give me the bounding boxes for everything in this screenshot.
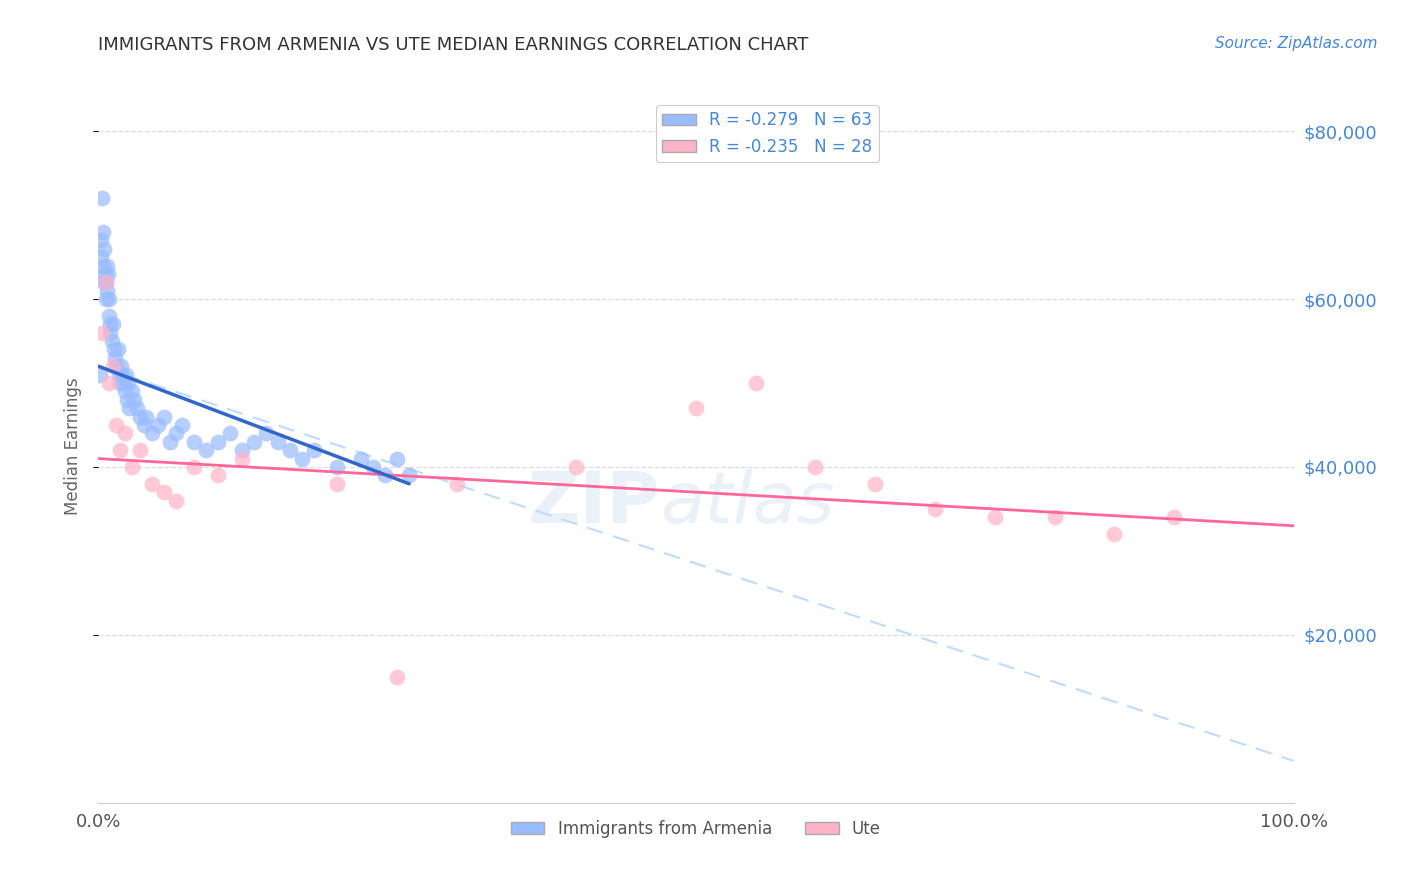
Point (96, 275, 118, 289)
Point (326, 460, 349, 475)
Point (153, 409, 176, 424)
Point (114, 426, 136, 441)
Point (446, 476, 468, 491)
Point (105, 417, 128, 432)
Point (121, 384, 143, 399)
Point (108, 376, 131, 390)
Point (984, 510, 1007, 524)
Point (243, 434, 266, 449)
Point (231, 443, 253, 458)
Point (565, 460, 588, 475)
Point (90, 233, 112, 247)
Point (159, 434, 181, 449)
Point (100, 334, 122, 348)
Point (924, 502, 946, 516)
Point (115, 392, 138, 407)
Text: IMMIGRANTS FROM ARMENIA VS UTE MEDIAN EARNINGS CORRELATION CHART: IMMIGRANTS FROM ARMENIA VS UTE MEDIAN EA… (98, 36, 808, 54)
Point (94, 292, 117, 306)
Point (141, 426, 163, 441)
Point (291, 451, 314, 466)
Point (121, 460, 143, 475)
Point (385, 670, 409, 684)
Point (183, 460, 205, 475)
Point (101, 359, 124, 374)
Point (91, 191, 114, 205)
Point (398, 468, 420, 483)
Point (231, 451, 253, 466)
Point (98, 309, 121, 323)
Point (135, 409, 157, 424)
Point (148, 417, 170, 432)
Point (129, 409, 152, 424)
Point (96, 284, 118, 298)
Point (94, 275, 117, 289)
Point (110, 359, 132, 374)
Point (745, 376, 768, 390)
Point (94, 267, 117, 281)
Point (98, 318, 121, 332)
Point (132, 417, 155, 432)
Text: ZIP: ZIP (527, 468, 661, 538)
Point (1104, 527, 1126, 541)
Point (1163, 510, 1185, 524)
Point (302, 443, 325, 458)
Point (350, 451, 373, 466)
Point (129, 443, 152, 458)
Point (207, 434, 229, 449)
Text: atlas: atlas (661, 468, 835, 538)
Point (125, 401, 148, 416)
Point (195, 443, 218, 458)
Point (96, 259, 118, 273)
Point (385, 451, 409, 466)
Y-axis label: Median Earnings: Median Earnings (65, 377, 83, 515)
Point (105, 359, 128, 374)
Text: Source: ZipAtlas.com: Source: ZipAtlas.com (1215, 36, 1378, 51)
Point (114, 384, 136, 399)
Point (107, 368, 129, 382)
Point (183, 434, 205, 449)
Point (165, 493, 187, 508)
Point (172, 417, 194, 432)
Point (93, 275, 115, 289)
Point (97, 292, 120, 306)
Point (804, 460, 827, 475)
Point (98, 376, 121, 390)
Point (97, 267, 120, 281)
Point (91, 225, 114, 239)
Point (107, 343, 129, 357)
Point (89, 368, 111, 382)
Point (103, 343, 125, 357)
Point (118, 401, 141, 416)
Point (98, 326, 122, 340)
Legend: Immigrants from Armenia, Ute: Immigrants from Armenia, Ute (505, 814, 887, 845)
Point (104, 351, 127, 365)
Point (117, 376, 139, 390)
Point (91, 326, 114, 340)
Point (685, 401, 707, 416)
Point (865, 476, 887, 491)
Point (93, 242, 115, 256)
Point (112, 376, 135, 390)
Point (254, 426, 277, 441)
Point (278, 443, 301, 458)
Point (326, 476, 349, 491)
Point (207, 468, 229, 483)
Point (111, 368, 134, 382)
Point (108, 443, 131, 458)
Point (91, 259, 114, 273)
Point (153, 485, 176, 500)
Point (124, 392, 146, 407)
Point (165, 426, 187, 441)
Point (141, 476, 163, 491)
Point (219, 426, 242, 441)
Point (1043, 510, 1066, 524)
Point (90, 250, 112, 264)
Point (101, 318, 124, 332)
Point (267, 434, 290, 449)
Point (115, 368, 138, 382)
Point (363, 460, 385, 475)
Point (374, 468, 396, 483)
